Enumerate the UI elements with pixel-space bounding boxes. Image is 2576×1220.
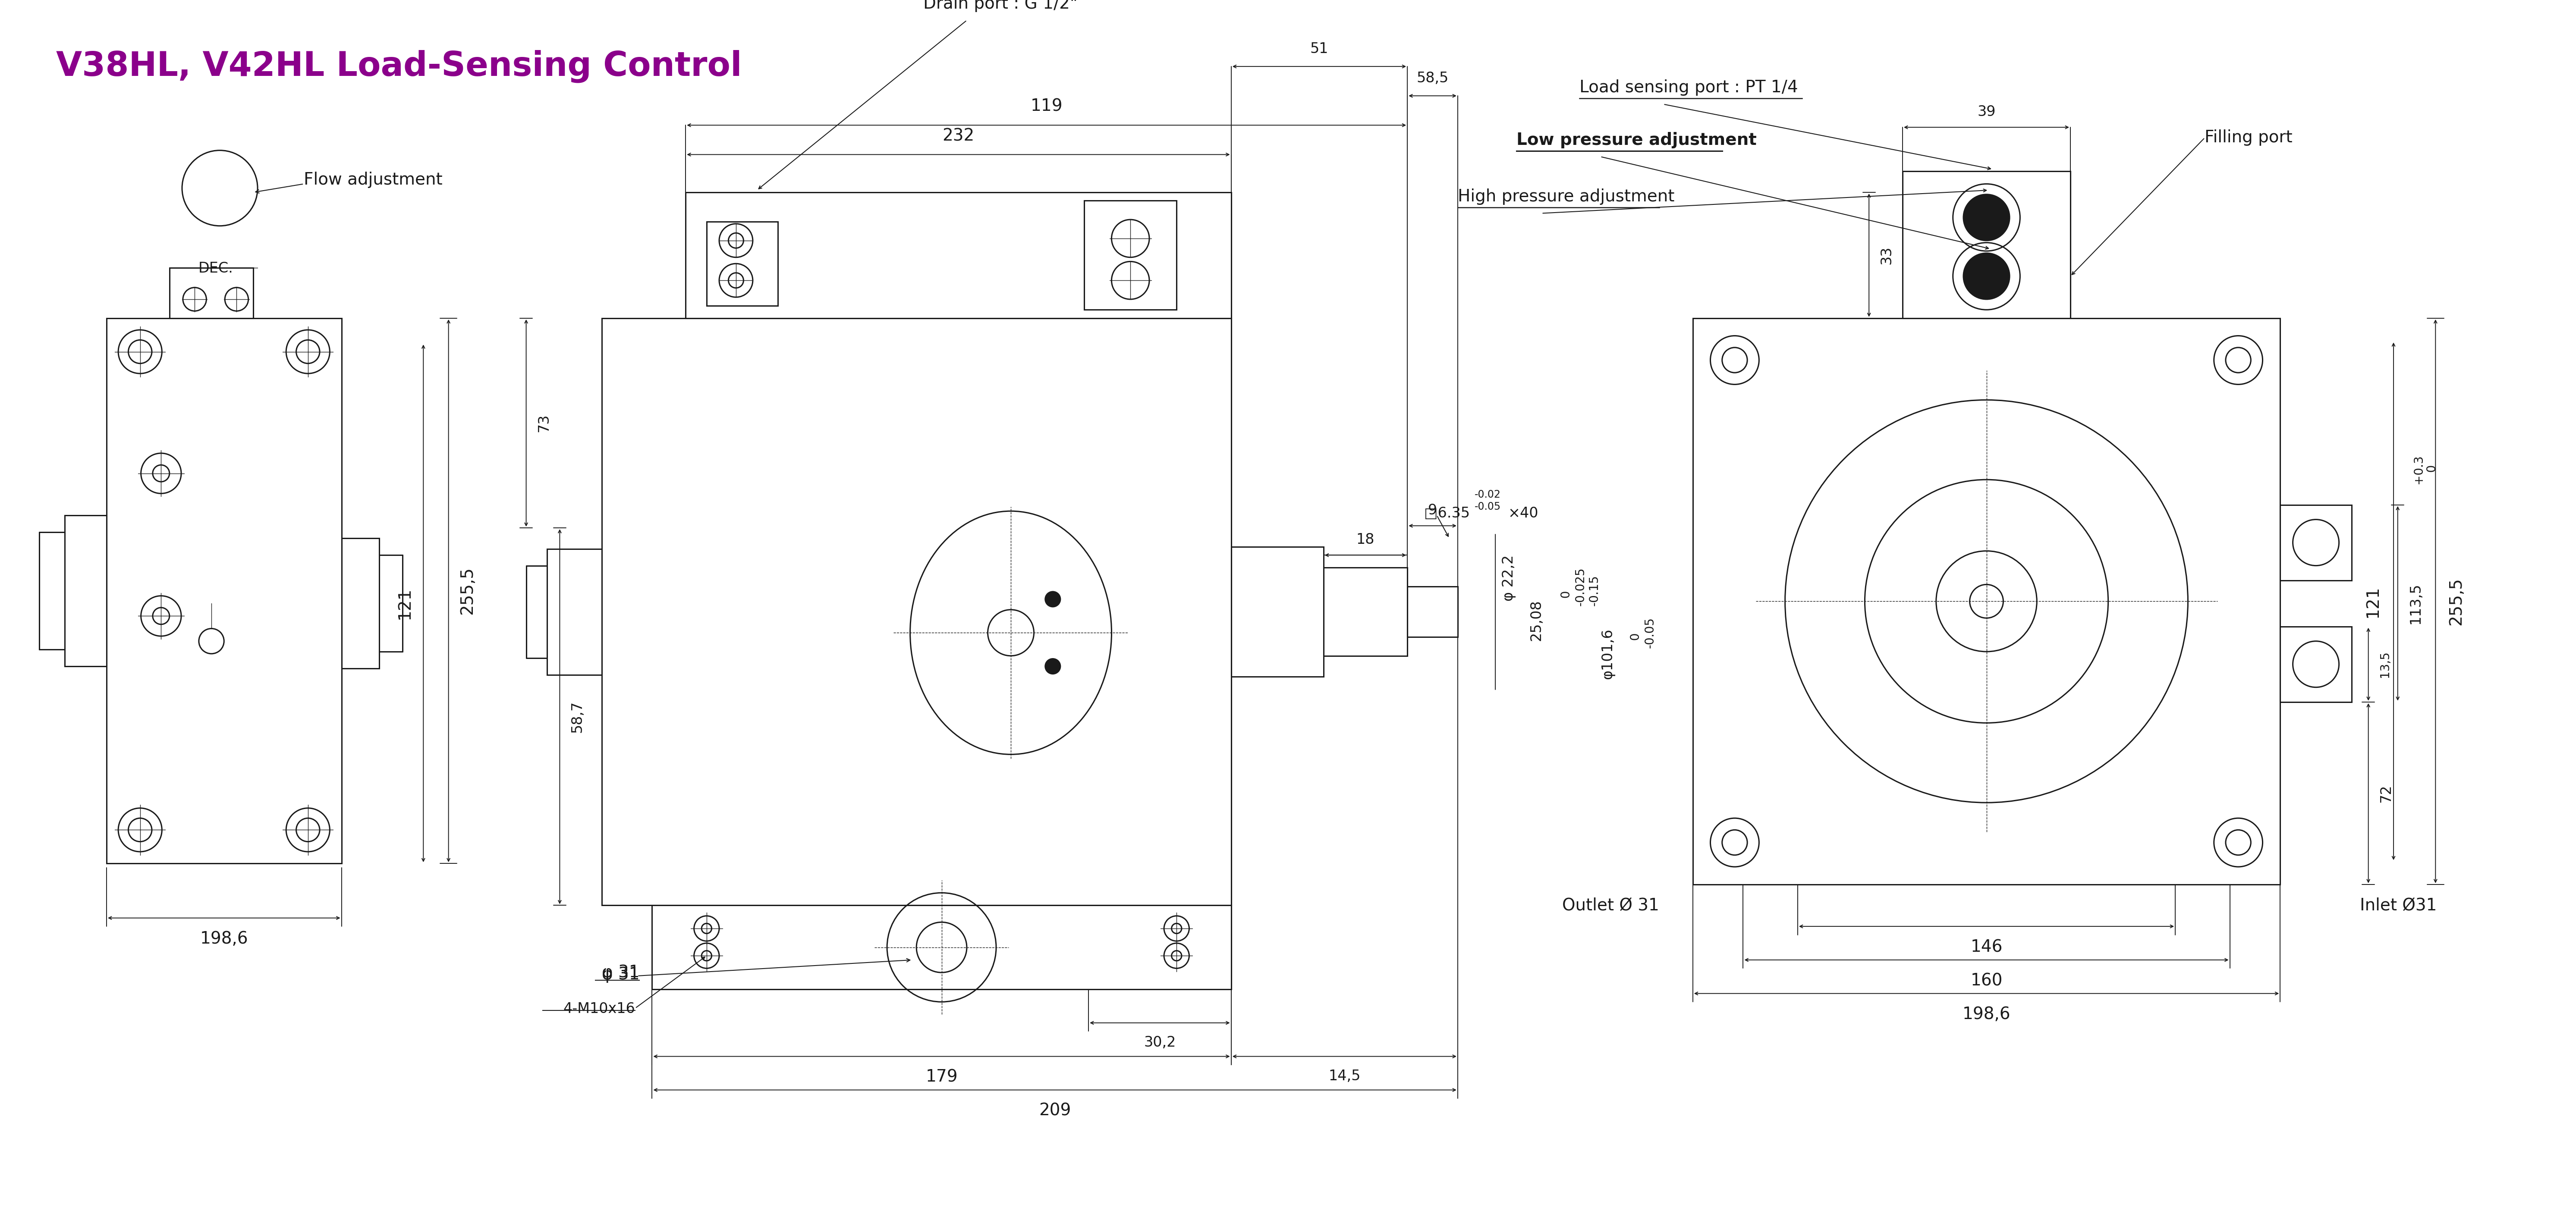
- Text: 232: 232: [943, 128, 974, 144]
- Text: 113,5: 113,5: [2409, 583, 2421, 623]
- Text: 198,6: 198,6: [201, 931, 247, 947]
- Circle shape: [1046, 592, 1061, 606]
- Text: ×40: ×40: [1507, 506, 1538, 520]
- Bar: [1324, 567, 1406, 656]
- Circle shape: [1963, 194, 2009, 240]
- Text: 58,5: 58,5: [1417, 71, 1448, 85]
- Text: 9: 9: [1427, 503, 1437, 517]
- Text: Drain port : G 1/2": Drain port : G 1/2": [922, 0, 1077, 12]
- Text: 121: 121: [397, 587, 412, 620]
- Text: 58,7: 58,7: [569, 700, 585, 733]
- Text: 0
-0.025
-0.15: 0 -0.025 -0.15: [1561, 567, 1600, 606]
- Circle shape: [1046, 659, 1061, 673]
- Text: 72: 72: [2378, 784, 2393, 803]
- Text: 0
-0.05: 0 -0.05: [1631, 617, 1656, 648]
- Bar: [603, 318, 1231, 905]
- Text: 18: 18: [1358, 532, 1376, 547]
- Bar: [170, 268, 252, 318]
- Bar: [64, 515, 106, 666]
- Text: 255,5: 255,5: [2447, 577, 2465, 625]
- Bar: [685, 193, 1231, 318]
- Bar: [1692, 318, 2280, 884]
- Text: 39: 39: [1978, 105, 1996, 118]
- Text: +0.3
   0: +0.3 0: [2411, 455, 2439, 484]
- Text: φ101,6: φ101,6: [1600, 628, 1615, 680]
- Bar: [1904, 171, 2071, 318]
- Bar: [1406, 587, 1458, 637]
- Text: 209: 209: [1038, 1103, 1072, 1119]
- Text: 198,6: 198,6: [1963, 1006, 2009, 1022]
- Text: 160: 160: [1971, 972, 2002, 989]
- Text: Inlet Ø31: Inlet Ø31: [2360, 897, 2437, 914]
- Text: 4-M10x16: 4-M10x16: [564, 1002, 636, 1016]
- Text: 255,5: 255,5: [459, 567, 477, 615]
- Text: 121: 121: [2365, 586, 2380, 617]
- Bar: [1084, 201, 1177, 310]
- Text: Flow adjustment: Flow adjustment: [304, 172, 443, 188]
- Text: 146: 146: [1971, 939, 2002, 955]
- Bar: [343, 538, 379, 669]
- Bar: [706, 222, 778, 305]
- Text: φ 22,2: φ 22,2: [1502, 555, 1517, 601]
- Text: 14,5: 14,5: [1329, 1069, 1360, 1083]
- Text: 13,5: 13,5: [2378, 650, 2391, 677]
- Text: High pressure adjustment: High pressure adjustment: [1458, 189, 1674, 205]
- Bar: [106, 318, 343, 864]
- Text: Outlet Ø 31: Outlet Ø 31: [1561, 897, 1659, 914]
- Text: Filling port: Filling port: [2205, 129, 2293, 146]
- Text: 119: 119: [1030, 99, 1061, 115]
- Bar: [2280, 626, 2352, 702]
- Bar: [546, 549, 603, 675]
- Text: φ 31: φ 31: [603, 964, 639, 981]
- Text: □6.35: □6.35: [1425, 506, 1473, 520]
- Text: 73: 73: [536, 414, 551, 432]
- Text: Low pressure adjustment: Low pressure adjustment: [1517, 132, 1757, 149]
- Text: Load sensing port : PT 1/4: Load sensing port : PT 1/4: [1579, 79, 1798, 96]
- Text: V38HL, V42HL Load-Sensing Control: V38HL, V42HL Load-Sensing Control: [57, 50, 742, 83]
- Text: DEC.: DEC.: [198, 261, 232, 276]
- Bar: [652, 905, 1231, 989]
- Text: 179: 179: [925, 1069, 958, 1086]
- Bar: [1231, 547, 1324, 677]
- Text: φ 31: φ 31: [603, 966, 639, 983]
- Text: 51: 51: [1311, 41, 1329, 56]
- Text: 25,08: 25,08: [1530, 599, 1543, 640]
- Text: 30,2: 30,2: [1144, 1036, 1175, 1049]
- Text: -0.02
-0.05: -0.02 -0.05: [1473, 489, 1502, 511]
- Bar: [2280, 505, 2352, 581]
- Text: 33: 33: [1880, 246, 1893, 265]
- Circle shape: [1963, 253, 2009, 299]
